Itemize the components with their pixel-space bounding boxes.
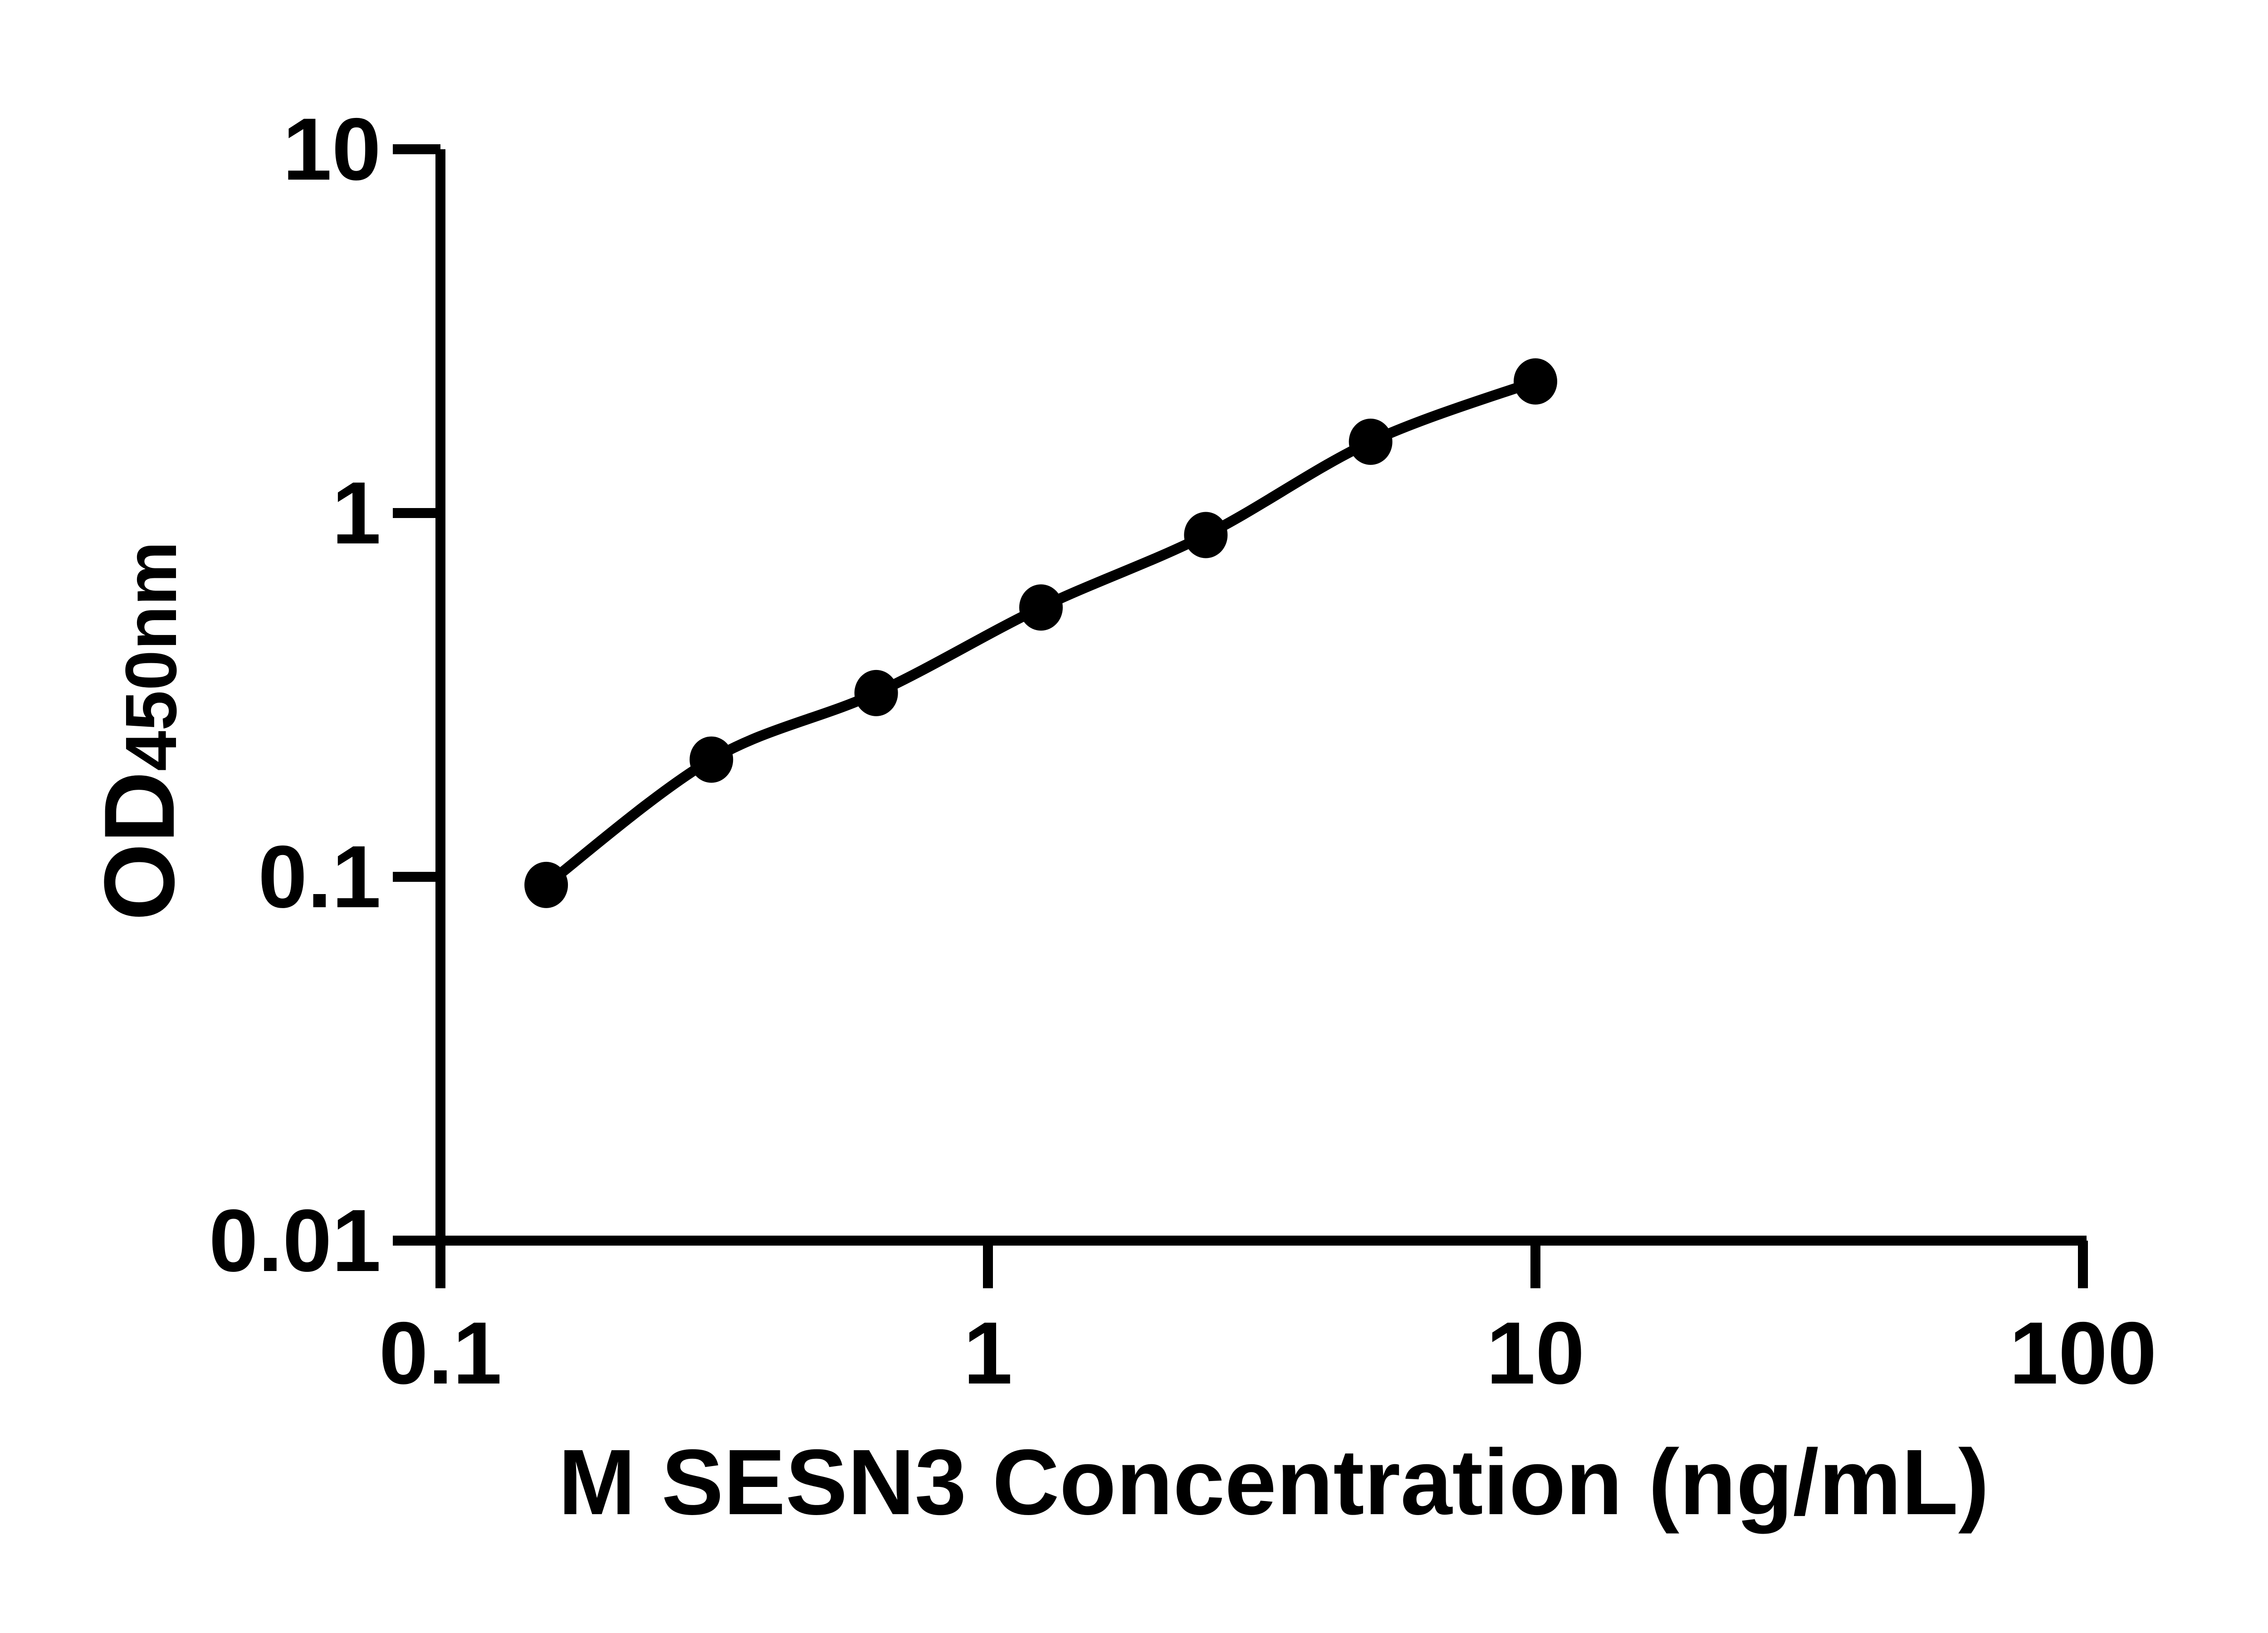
x-tick-label-0: 0.1 <box>379 1304 502 1403</box>
data-point <box>524 861 568 908</box>
y-tick-label-0: 10 <box>283 100 381 199</box>
y-tick-label-2: 0.1 <box>258 827 381 926</box>
data-point <box>1184 512 1228 558</box>
x-axis-title: M SESN3 Concentration (ng/mL) <box>558 1430 1989 1534</box>
y-tick-label-3: 0.01 <box>209 1191 381 1290</box>
data-point <box>1349 418 1393 465</box>
fit-curve-line <box>543 376 1537 890</box>
axes <box>393 144 2088 1288</box>
data-points <box>524 358 1557 908</box>
x-tick-label-3: 100 <box>2009 1304 2156 1403</box>
x-axis-ticks <box>435 1241 2088 1288</box>
x-tick-label-2: 10 <box>1486 1304 1585 1403</box>
x-tick-labels: 0.1 1 10 100 <box>379 1304 2156 1403</box>
y-axis-ticks <box>393 144 440 1246</box>
x-tick-label-1: 1 <box>963 1304 1012 1403</box>
data-point <box>1019 584 1063 631</box>
y-axis-title-main: OD <box>83 771 195 921</box>
y-tick-labels: 10 1 0.1 0.01 <box>209 100 381 1290</box>
data-point <box>689 736 733 783</box>
y-tick-label-1: 1 <box>332 464 381 562</box>
y-axis-title-subscript: 450nm <box>110 541 191 771</box>
data-point <box>1514 358 1557 405</box>
data-point <box>854 670 898 716</box>
y-axis-title: OD450nm <box>83 541 195 921</box>
